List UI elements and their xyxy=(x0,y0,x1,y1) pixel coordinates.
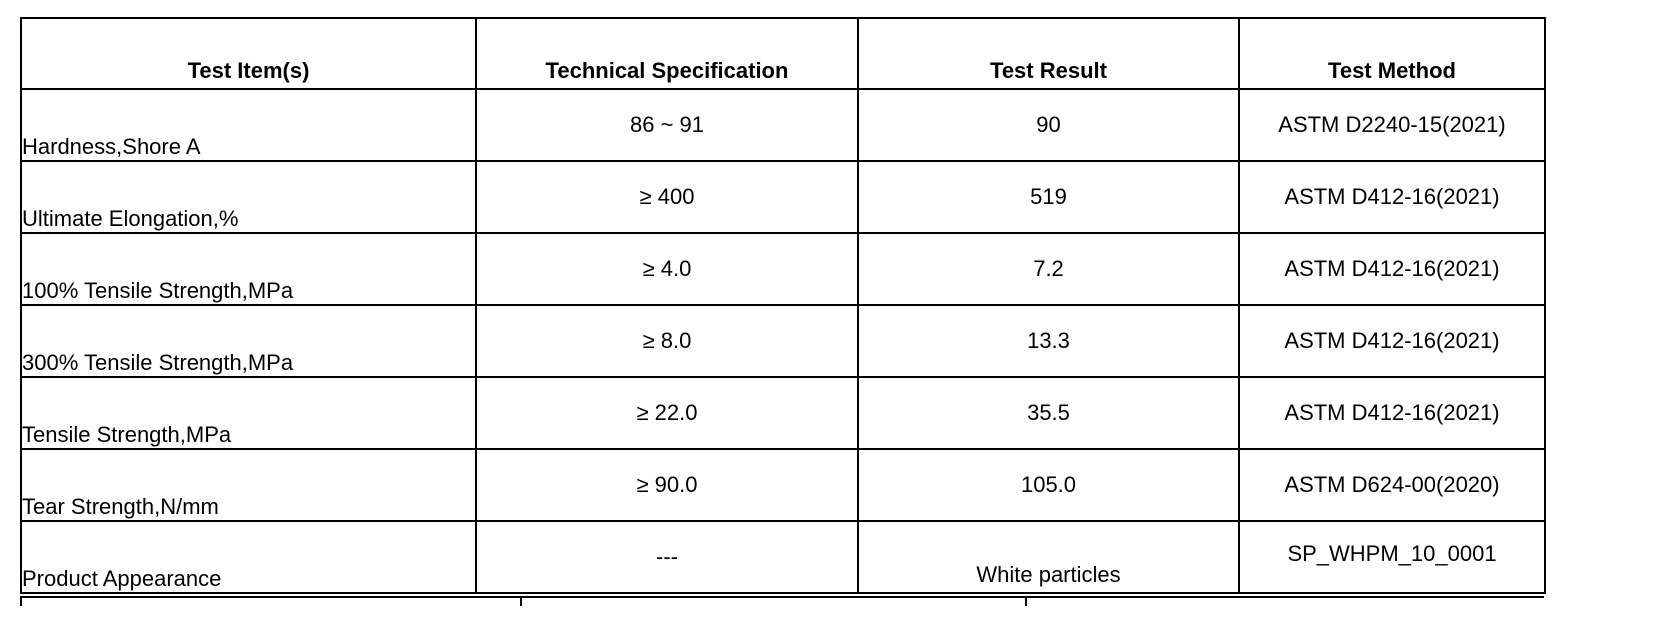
cell-result: 105.0 xyxy=(857,448,1240,522)
cell-method: SP_WHPM_10_0001 xyxy=(1238,520,1546,594)
cell-method: ASTM D412-16(2021) xyxy=(1238,232,1546,306)
table-row: Tensile Strength,MPa ≥ 22.0 35.5 ASTM D4… xyxy=(20,376,1546,450)
header-row: Test Item(s) Technical Specification Tes… xyxy=(20,17,1546,90)
cell-test-item: Tear Strength,N/mm xyxy=(20,448,477,522)
divider-stub xyxy=(1025,598,1027,606)
table-body: Hardness,Shore A 86 ~ 91 90 ASTM D2240-1… xyxy=(20,88,1546,594)
table-row: Ultimate Elongation,% ≥ 400 519 ASTM D41… xyxy=(20,160,1546,234)
cell-method: ASTM D624-00(2020) xyxy=(1238,448,1546,522)
divider-stub xyxy=(20,598,22,606)
table-row: 300% Tensile Strength,MPa ≥ 8.0 13.3 AST… xyxy=(20,304,1546,378)
header-technical-specification: Technical Specification xyxy=(475,17,859,90)
test-results-table: Test Item(s) Technical Specification Tes… xyxy=(20,17,1546,594)
cell-test-item: 300% Tensile Strength,MPa xyxy=(20,304,477,378)
table-row: 100% Tensile Strength,MPa ≥ 4.0 7.2 ASTM… xyxy=(20,232,1546,306)
cell-result: 35.5 xyxy=(857,376,1240,450)
cell-test-item: 100% Tensile Strength,MPa xyxy=(20,232,477,306)
header-test-result: Test Result xyxy=(857,17,1240,90)
cell-specification: ≥ 400 xyxy=(475,160,859,234)
cell-result: 90 xyxy=(857,88,1240,162)
cell-method: ASTM D412-16(2021) xyxy=(1238,160,1546,234)
cell-test-item: Hardness,Shore A xyxy=(20,88,477,162)
cell-method: ASTM D2240-15(2021) xyxy=(1238,88,1546,162)
cell-method: ASTM D412-16(2021) xyxy=(1238,376,1546,450)
cell-method: ASTM D412-16(2021) xyxy=(1238,304,1546,378)
bottom-rule xyxy=(20,596,1544,598)
cell-specification: ≥ 22.0 xyxy=(475,376,859,450)
cell-result: 7.2 xyxy=(857,232,1240,306)
cell-specification: --- xyxy=(475,520,859,594)
header-test-method: Test Method xyxy=(1238,17,1546,90)
table-row: Tear Strength,N/mm ≥ 90.0 105.0 ASTM D62… xyxy=(20,448,1546,522)
cell-specification: ≥ 8.0 xyxy=(475,304,859,378)
cell-result: 13.3 xyxy=(857,304,1240,378)
cell-test-item: Ultimate Elongation,% xyxy=(20,160,477,234)
cell-result: 519 xyxy=(857,160,1240,234)
cell-result: White particles xyxy=(857,520,1240,594)
table-row: Hardness,Shore A 86 ~ 91 90 ASTM D2240-1… xyxy=(20,88,1546,162)
cell-test-item: Tensile Strength,MPa xyxy=(20,376,477,450)
cell-specification: 86 ~ 91 xyxy=(475,88,859,162)
cell-specification: ≥ 4.0 xyxy=(475,232,859,306)
table-row: Product Appearance --- White particles S… xyxy=(20,520,1546,594)
table-header: Test Item(s) Technical Specification Tes… xyxy=(20,17,1546,90)
header-test-items: Test Item(s) xyxy=(20,17,477,90)
cell-specification: ≥ 90.0 xyxy=(475,448,859,522)
cell-test-item: Product Appearance xyxy=(20,520,477,594)
divider-stub xyxy=(520,598,522,606)
